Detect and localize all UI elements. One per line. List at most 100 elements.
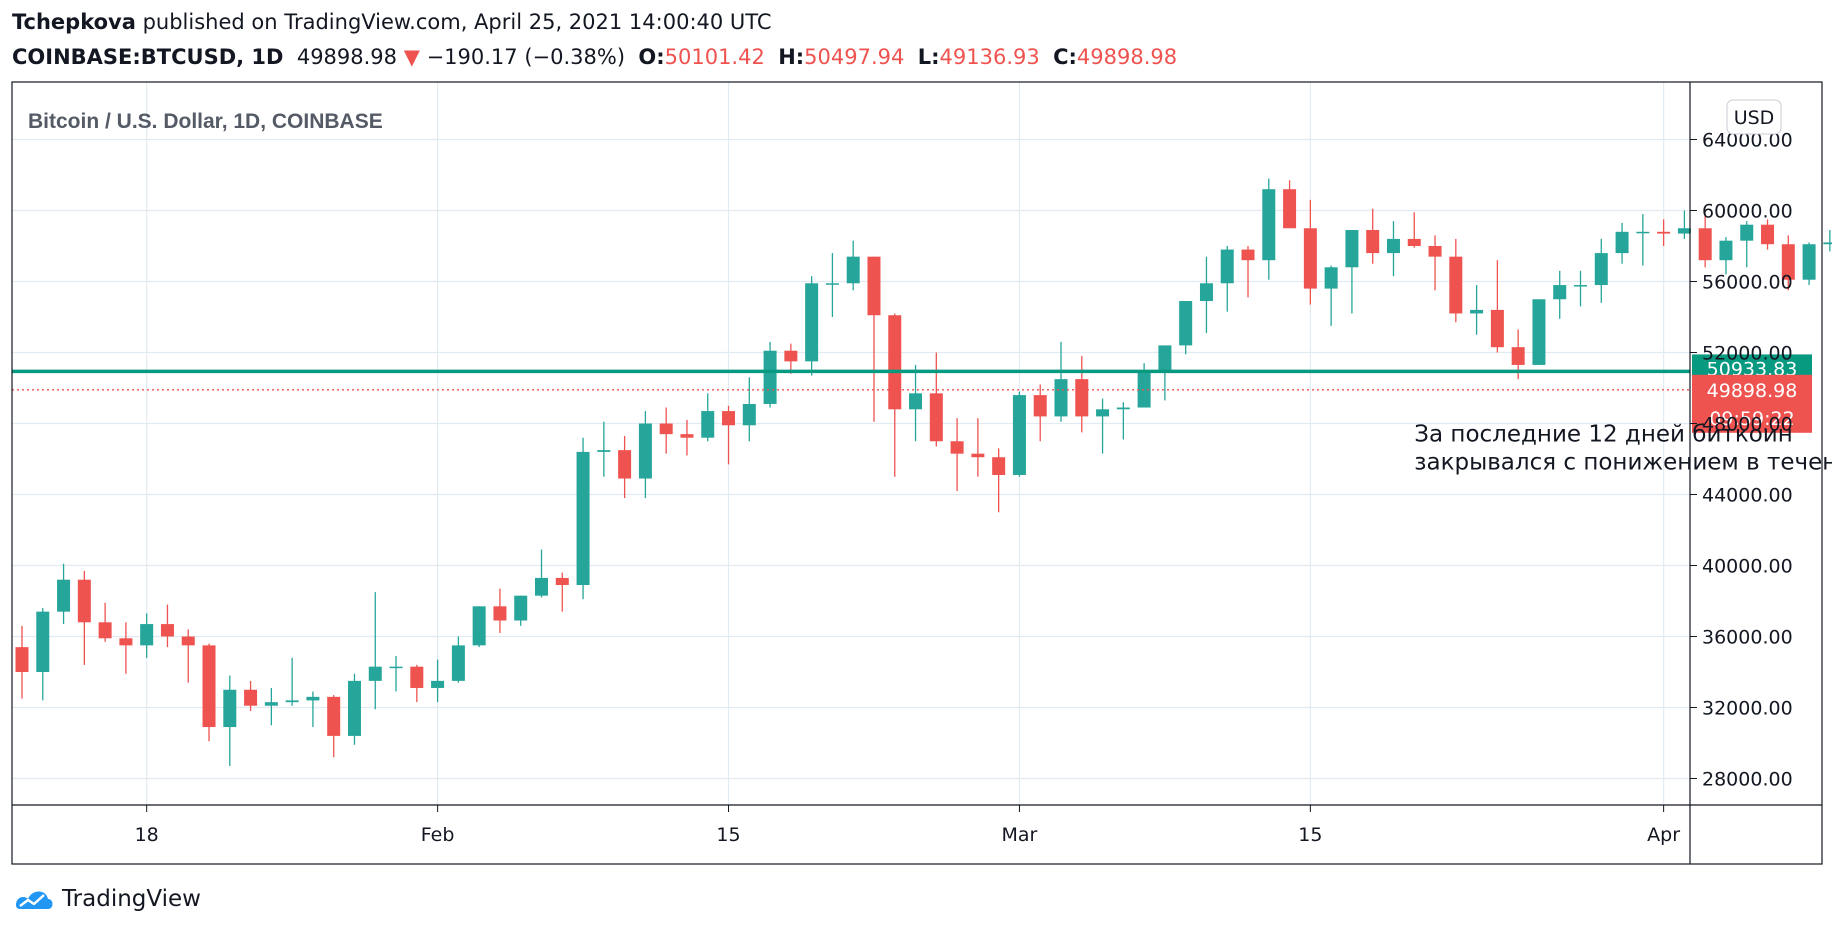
candle-up[interactable] — [368, 592, 382, 710]
candle-down[interactable] — [1303, 199, 1317, 305]
candle-up[interactable] — [389, 656, 403, 692]
candle-down[interactable] — [950, 418, 964, 491]
symbol-label[interactable]: COINBASE:BTCUSD, 1D — [12, 45, 284, 69]
candle-down[interactable] — [493, 588, 507, 633]
footer-brand-label: TradingView — [62, 886, 201, 912]
candle-up[interactable] — [576, 437, 590, 600]
candle-up[interactable] — [347, 673, 361, 745]
candle-down[interactable] — [1283, 180, 1297, 229]
candle-down[interactable] — [181, 629, 195, 683]
candle-up[interactable] — [1636, 214, 1650, 266]
candle-down[interactable] — [1033, 384, 1047, 442]
candle-down[interactable] — [618, 435, 632, 499]
candle-up[interactable] — [451, 636, 465, 683]
candle-down[interactable] — [1366, 208, 1380, 264]
candle-up[interactable] — [763, 341, 777, 408]
candle-body — [1241, 249, 1255, 261]
candle-down[interactable] — [555, 572, 569, 612]
candle-up[interactable] — [1532, 299, 1546, 365]
author-name[interactable]: Tchepkova — [12, 10, 136, 34]
candle-down[interactable] — [722, 405, 736, 465]
currency-button[interactable]: USD — [1726, 99, 1782, 135]
candle-down[interactable] — [410, 664, 424, 703]
candle-down[interactable] — [971, 418, 985, 477]
candle-up[interactable] — [535, 549, 548, 598]
candle-up[interactable] — [1823, 230, 1832, 252]
candle-up[interactable] — [1677, 210, 1691, 239]
candle-up[interactable] — [1220, 246, 1234, 312]
candle-up[interactable] — [223, 675, 237, 767]
candle-down[interactable] — [77, 570, 91, 665]
candle-down[interactable] — [680, 419, 694, 456]
candle-up[interactable] — [1386, 221, 1400, 277]
candle-down[interactable] — [888, 313, 902, 477]
time-axis[interactable]: 18Feb15Mar15Apr12May — [135, 805, 1832, 846]
candle-body — [950, 441, 964, 454]
candle-up[interactable] — [1719, 237, 1733, 275]
candle-up[interactable] — [1802, 242, 1816, 286]
candle-down[interactable] — [1657, 219, 1671, 246]
candle-down[interactable] — [992, 448, 1006, 513]
low-value: 49136.93 — [939, 45, 1040, 69]
candle-up[interactable] — [1096, 398, 1110, 454]
annotation-line-1[interactable]: За последние 12 дней биткоин — [1414, 421, 1793, 447]
candle-down[interactable] — [1490, 260, 1504, 353]
candle-up[interactable] — [1262, 178, 1276, 280]
candle-down[interactable] — [1075, 356, 1089, 433]
candle-up[interactable] — [1054, 341, 1068, 422]
candle-up[interactable] — [514, 595, 528, 626]
candle-down[interactable] — [202, 643, 216, 742]
candle-down[interactable] — [659, 407, 673, 454]
candle-down[interactable] — [867, 256, 881, 422]
candle-down[interactable] — [1781, 235, 1795, 291]
candle-up[interactable] — [57, 563, 71, 625]
candle-up[interactable] — [1594, 238, 1608, 303]
candle-up[interactable] — [1324, 265, 1338, 326]
candle-down[interactable] — [244, 680, 258, 712]
candle-up[interactable] — [36, 608, 50, 701]
candle-up[interactable] — [742, 377, 756, 442]
candle-up[interactable] — [1179, 301, 1193, 355]
candle-up[interactable] — [1345, 230, 1359, 314]
candle-up[interactable] — [1615, 222, 1629, 264]
candle-down[interactable] — [1407, 212, 1421, 248]
candle-down[interactable] — [929, 352, 943, 447]
candle-up[interactable] — [1012, 391, 1026, 477]
candles[interactable] — [15, 124, 1832, 767]
candle-down[interactable] — [784, 343, 798, 374]
candle-down[interactable] — [1761, 219, 1775, 250]
candle-up[interactable] — [264, 687, 278, 726]
candle-down[interactable] — [1449, 238, 1463, 323]
candle-up[interactable] — [805, 276, 819, 376]
candle-up[interactable] — [909, 364, 923, 442]
candle-up[interactable] — [1553, 270, 1567, 319]
candle-up[interactable] — [140, 613, 154, 658]
candle-down[interactable] — [160, 604, 174, 648]
candle-down[interactable] — [15, 625, 29, 699]
candle-down[interactable] — [1428, 235, 1442, 291]
price-axis[interactable]: 28000.00 32000.00 36000.00 40000.00 44000.00… — [1690, 130, 1793, 791]
candle-up[interactable] — [701, 393, 715, 442]
candle-up[interactable] — [1199, 256, 1213, 333]
candle-down[interactable] — [1241, 246, 1255, 298]
footer-brand[interactable]: TradingView — [12, 885, 201, 913]
candle-up[interactable] — [825, 253, 839, 317]
candle-down[interactable] — [119, 622, 133, 674]
candle-up[interactable] — [1116, 402, 1130, 440]
candle-up[interactable] — [846, 240, 860, 291]
candle-body — [15, 647, 29, 672]
candle-up[interactable] — [431, 659, 445, 703]
candle-up[interactable] — [1740, 221, 1754, 268]
candle-up[interactable] — [285, 657, 299, 706]
candle-down[interactable] — [98, 602, 112, 642]
annotation-line-2[interactable]: закрывался с понижением в течение 10 дне… — [1414, 449, 1832, 475]
candle-down[interactable] — [327, 695, 341, 758]
candle-down[interactable] — [1698, 214, 1712, 268]
candle-up[interactable] — [306, 691, 320, 728]
candle-up[interactable] — [472, 606, 486, 648]
candle-up[interactable] — [597, 421, 611, 477]
candle-up[interactable] — [1470, 285, 1484, 335]
candle-up[interactable] — [1574, 270, 1587, 307]
candle-up[interactable] — [638, 411, 652, 499]
